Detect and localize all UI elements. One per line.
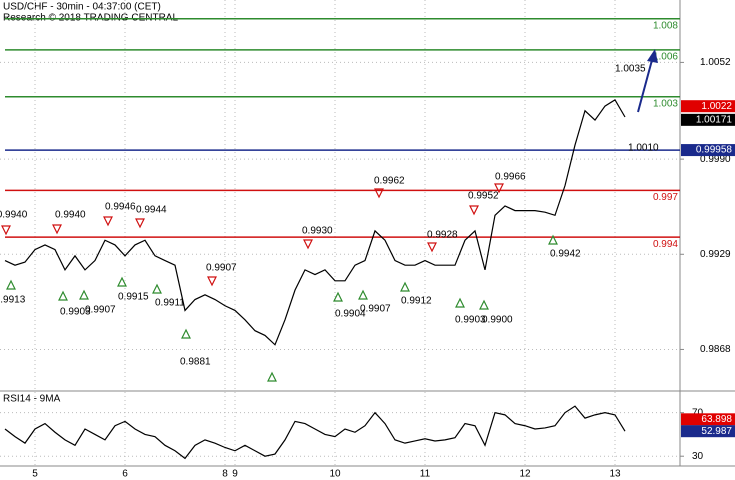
signal-triangle	[374, 188, 384, 199]
y-tick-label: 0.9990	[700, 154, 731, 165]
forecast-arrowhead	[647, 49, 658, 63]
x-tick-label: 5	[32, 469, 38, 480]
price-label-box	[681, 144, 735, 157]
y-tick-label: 30	[692, 451, 704, 462]
y-tick-label: 0.9868	[700, 344, 731, 355]
signal-triangle	[358, 289, 368, 300]
annotation: 1.0010	[628, 143, 659, 154]
signal-triangle	[400, 281, 410, 292]
signal-triangle	[479, 299, 489, 310]
annotation: 0.9930	[302, 226, 333, 237]
signal-triangle	[181, 328, 191, 339]
annotation: 0.9911	[155, 298, 185, 309]
signal-triangle	[1, 225, 11, 236]
price-label: 52.987	[701, 426, 732, 437]
signal-triangle	[152, 283, 162, 294]
price-label: 1.0022	[701, 101, 732, 112]
price-label: 1.00171	[696, 114, 733, 125]
x-tick-label: 9	[232, 469, 238, 480]
x-tick-label: 13	[609, 469, 621, 480]
chart-title: USD/CHF - 30min - 04:37:00 (CET)	[3, 2, 161, 13]
y-tick-label: 1.0052	[700, 57, 731, 68]
annotation: 0.9907	[206, 263, 237, 274]
annotation: 0.9944	[136, 205, 167, 216]
annotation: 0.9904	[335, 309, 366, 320]
price-label-box	[681, 413, 735, 426]
x-tick-label: 6	[122, 469, 128, 480]
level-label: 0.997	[653, 192, 678, 203]
level-label: 0.994	[653, 239, 678, 250]
signal-triangle	[455, 297, 465, 308]
annotation: 1.0035	[615, 64, 646, 75]
signal-triangle	[58, 290, 68, 301]
signal-triangle	[135, 218, 145, 229]
annotation: 0.9942	[550, 249, 581, 260]
annotation: 0.9928	[427, 230, 458, 241]
signal-triangle	[267, 371, 277, 382]
annotation: 0.9881	[180, 357, 211, 368]
annotation: 0.9966	[495, 172, 526, 183]
x-tick-label: 8	[222, 469, 228, 480]
signal-triangle	[469, 205, 479, 216]
annotation: 0.9913	[0, 295, 26, 306]
price-label: 63.898	[701, 414, 732, 425]
signal-triangle	[79, 289, 89, 300]
level-label: 1.008	[653, 20, 678, 31]
price-label-box	[681, 100, 735, 113]
price-label: 0.99958	[696, 145, 733, 156]
signal-triangle	[6, 279, 16, 290]
price-line	[4, 99, 626, 346]
annotation: 0.9912	[401, 296, 432, 307]
annotation: 0.9940	[55, 210, 86, 221]
signal-triangle	[52, 224, 62, 235]
rsi-line	[4, 405, 626, 460]
signal-triangle	[333, 291, 343, 302]
price-label-box	[681, 113, 735, 126]
signal-triangle	[494, 183, 504, 194]
signal-triangle	[303, 239, 313, 250]
annotation: 0.9962	[374, 176, 405, 187]
x-tick-label: 12	[519, 469, 531, 480]
annotation: 0.9900	[482, 315, 513, 326]
annotation: 0.9907	[85, 305, 116, 316]
annotation: 0.9903	[60, 307, 91, 318]
annotation: 0.9907	[360, 304, 391, 315]
forecast-arrow	[637, 59, 653, 113]
x-tick-label: 10	[329, 469, 341, 480]
annotation: 0.9903	[455, 315, 486, 326]
level-label: 1.006	[653, 52, 678, 63]
annotation: 0.9940	[0, 210, 28, 221]
annotation: 0.9952	[468, 191, 499, 202]
signal-triangle	[548, 234, 558, 245]
annotation: 0.9915	[118, 292, 149, 303]
price-label-box	[681, 425, 735, 438]
rsi-title: RSI14 - 9MA	[3, 394, 61, 405]
signal-triangle	[207, 276, 217, 287]
level-label: 1.003	[653, 98, 678, 109]
annotation: 0.9946	[105, 202, 136, 213]
y-tick-label: 70	[692, 407, 704, 418]
signal-triangle	[103, 216, 113, 227]
signal-triangle	[117, 276, 127, 287]
signal-triangle	[427, 242, 437, 253]
x-tick-label: 11	[420, 469, 431, 480]
y-tick-label: 0.9929	[700, 249, 731, 260]
